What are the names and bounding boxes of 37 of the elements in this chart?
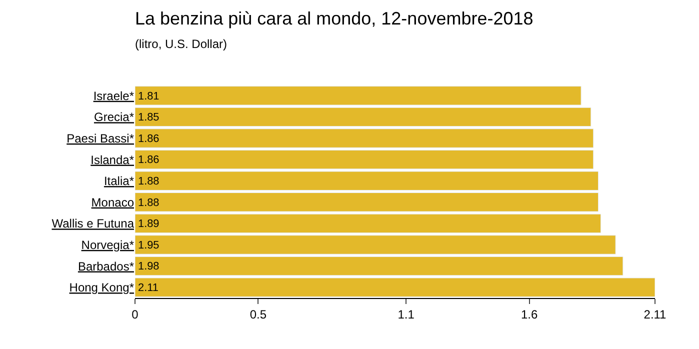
y-tick-label: Barbados* bbox=[78, 259, 134, 274]
data-label: 1.89 bbox=[138, 218, 160, 230]
bar bbox=[135, 214, 602, 234]
bar bbox=[135, 278, 655, 297]
y-tick-label: Islanda* bbox=[90, 152, 134, 167]
y-tick-label: Grecia* bbox=[94, 110, 134, 124]
data-label: 1.85 bbox=[138, 112, 160, 124]
bar bbox=[135, 235, 616, 254]
y-tick-label: Paesi Bassi* bbox=[66, 131, 134, 146]
x-tick-label: 0.5 bbox=[250, 307, 267, 322]
data-label: 1.86 bbox=[138, 132, 160, 145]
bar bbox=[135, 171, 599, 190]
data-label: 1.98 bbox=[138, 260, 160, 273]
bar bbox=[135, 192, 599, 212]
y-tick-label: Israele* bbox=[93, 88, 134, 103]
bar bbox=[135, 107, 592, 127]
bar bbox=[135, 86, 582, 106]
data-label: 1.88 bbox=[138, 175, 160, 188]
bar bbox=[135, 128, 594, 148]
chart-title: La benzina più cara al mondo, 12-novembre-2018 bbox=[135, 8, 534, 28]
chart-subtitle: (litro, U.S. Dollar) bbox=[135, 36, 228, 51]
bar bbox=[135, 150, 594, 170]
data-label: 1.88 bbox=[138, 196, 160, 209]
x-tick-label: 1.1 bbox=[398, 307, 415, 322]
y-tick-label: Norvegia* bbox=[81, 238, 134, 252]
y-tick-label: Hong Kong* bbox=[69, 280, 134, 295]
y-tick-label: Wallis e Futuna bbox=[52, 216, 134, 231]
bar bbox=[135, 256, 624, 276]
data-label: 1.86 bbox=[138, 154, 160, 166]
x-tick-label: 2.11 bbox=[644, 307, 667, 322]
data-label: 1.95 bbox=[138, 239, 160, 252]
data-label: 2.11 bbox=[138, 282, 158, 294]
x-tick-label: 1.6 bbox=[520, 307, 538, 322]
x-tick-label: 0 bbox=[132, 307, 139, 322]
y-tick-label: Italia* bbox=[104, 174, 134, 188]
data-label: 1.81 bbox=[138, 90, 160, 102]
y-tick-label: Monaco bbox=[91, 195, 134, 210]
